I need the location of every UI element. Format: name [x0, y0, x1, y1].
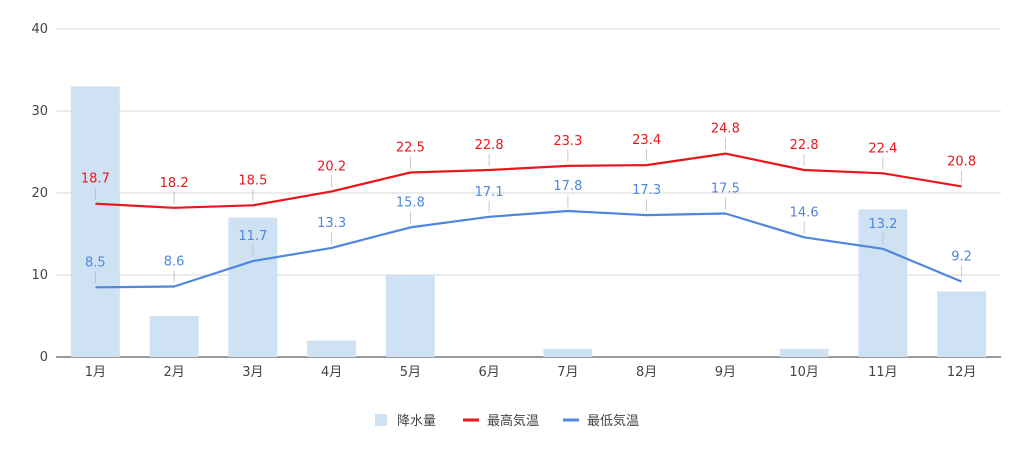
- x-tick-label: 10月: [789, 365, 819, 380]
- data-label: 9.2: [951, 250, 972, 265]
- x-tick-label: 9月: [715, 365, 736, 380]
- data-label: 20.2: [317, 159, 346, 174]
- temperature-lines: [95, 152, 963, 289]
- precipitation-bars: [70, 86, 987, 358]
- x-tick-label: 12月: [947, 365, 977, 380]
- grid-lines: [56, 28, 1001, 358]
- y-tick-label: 0: [40, 350, 48, 365]
- data-label: 17.1: [475, 185, 504, 200]
- data-label: 14.6: [790, 205, 819, 220]
- data-labels: 18.7 18.2 18.5 20.2 22.5 22.8 23.3 23.4 24.8 22.8…: [81, 122, 976, 284]
- x-tick-label: 5月: [400, 365, 421, 380]
- data-label: 22.5: [396, 141, 425, 156]
- data-label: 23.4: [632, 133, 661, 148]
- precipitation-bar: [385, 275, 435, 357]
- x-tick-label: 1月: [85, 365, 106, 380]
- data-label: 22.8: [790, 138, 819, 153]
- y-tick-label: 40: [31, 22, 48, 37]
- precipitation-bar: [543, 348, 593, 357]
- data-label: 22.4: [868, 141, 897, 156]
- x-tick-label: 2月: [163, 365, 184, 380]
- data-label: 15.8: [396, 195, 425, 210]
- data-label: 22.8: [475, 138, 504, 153]
- x-axis: 1月 2月 3月 4月 5月 6月 7月 8月 9月 10月 11月 12月: [85, 365, 977, 380]
- data-label: 18.7: [81, 172, 110, 187]
- precipitation-bar: [779, 348, 829, 357]
- x-tick-label: 7月: [557, 365, 578, 380]
- precipitation-bar: [228, 217, 278, 357]
- data-label: 24.8: [711, 122, 740, 137]
- precipitation-bar: [70, 86, 120, 358]
- x-tick-label: 3月: [242, 365, 263, 380]
- data-label: 13.3: [317, 216, 346, 231]
- series-line: [95, 209, 963, 289]
- y-tick-label: 20: [31, 186, 48, 201]
- data-label: 23.3: [553, 134, 582, 149]
- data-label: 17.8: [553, 179, 582, 194]
- legend-swatch-bar: [375, 414, 387, 426]
- y-tick-label: 30: [31, 104, 48, 119]
- data-label: 17.5: [711, 182, 740, 197]
- precipitation-bar: [307, 340, 357, 357]
- data-label: 13.2: [868, 217, 897, 232]
- x-tick-label: 11月: [868, 365, 898, 380]
- x-tick-label: 8月: [636, 365, 657, 380]
- precipitation-bar: [937, 291, 987, 357]
- data-label: 11.7: [238, 229, 267, 244]
- data-label: 18.2: [160, 176, 189, 191]
- x-tick-label: 6月: [478, 365, 499, 380]
- legend-label: 最低気温: [587, 413, 639, 429]
- data-label: 18.5: [238, 173, 267, 188]
- series-line: [95, 152, 962, 209]
- precipitation-bar: [149, 316, 199, 357]
- legend: 降水量 最高気温 最低気温: [375, 413, 639, 429]
- x-tick-label: 4月: [321, 365, 342, 380]
- legend-label: 最高気温: [487, 413, 539, 429]
- legend-label: 降水量: [397, 414, 436, 429]
- data-label: 8.6: [164, 254, 185, 269]
- data-label: 17.3: [632, 183, 661, 198]
- data-label: 8.5: [85, 255, 106, 270]
- y-axis: 0 10 20 30 40: [31, 22, 48, 365]
- y-tick-label: 10: [31, 268, 48, 283]
- data-label: 20.8: [947, 154, 976, 169]
